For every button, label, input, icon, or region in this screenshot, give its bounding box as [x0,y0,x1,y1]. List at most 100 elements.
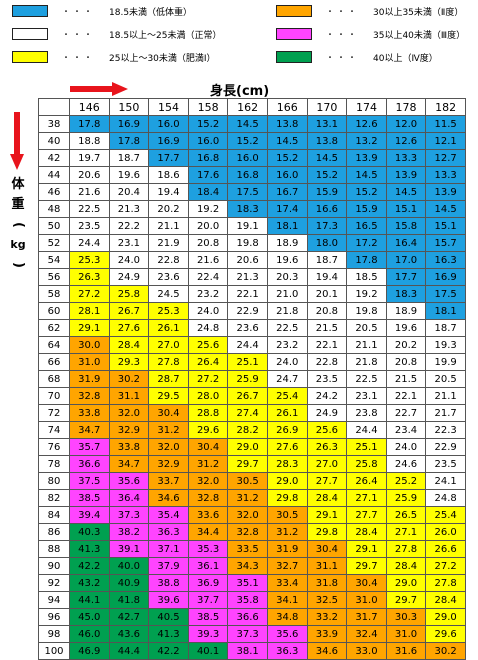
bmi-cell: 21.3 [108,200,150,218]
bmi-cell: 13.8 [266,115,308,133]
bmi-cell: 29.7 [227,455,268,473]
bmi-cell: 23.6 [227,319,268,337]
bmi-cell: 21.1 [148,217,189,235]
bmi-cell: 27.6 [108,319,150,337]
bmi-cell: 18.3 [385,285,427,303]
bmi-cell: 29.1 [69,319,110,337]
legend-dots: ・・・ [62,29,95,39]
bmi-cell: 22.1 [227,285,268,303]
bmi-cell: 30.4 [306,540,348,558]
legend-swatch [12,28,48,40]
bmi-cell: 22.4 [187,268,229,286]
bmi-cell: 26.7 [108,302,150,320]
bmi-cell: 29.6 [187,421,229,439]
bmi-cell: 21.3 [227,268,268,286]
bmi-cell: 17.5 [425,285,466,303]
bmi-cell: 22.9 [227,302,268,320]
bmi-cell: 29.1 [306,506,348,524]
bmi-cell: 30.4 [187,438,229,456]
bmi-cell: 25.6 [187,336,229,354]
bmi-cell: 14.5 [425,200,466,218]
bmi-cell: 35.8 [227,591,268,609]
bmi-cell: 12.7 [425,149,466,167]
bmi-cell: 13.9 [385,166,427,184]
bmi-cell: 31.0 [69,353,110,371]
bmi-cell: 36.6 [69,455,110,473]
bmi-cell: 41.3 [148,625,189,643]
bmi-cell: 23.2 [266,336,308,354]
bmi-cell: 22.3 [425,421,466,439]
weight-row-header: 72 [38,404,70,422]
bmi-cell: 18.7 [108,149,150,167]
bmi-cell: 37.1 [148,540,189,558]
bmi-cell: 28.4 [108,336,150,354]
bmi-cell: 19.6 [108,166,150,184]
bmi-cell: 32.0 [148,438,189,456]
bmi-cell: 26.1 [266,404,308,422]
bmi-cell: 19.2 [187,200,229,218]
bmi-cell: 35.3 [187,540,229,558]
bmi-cell: 32.8 [69,387,110,405]
bmi-cell: 16.3 [425,251,466,269]
bmi-cell: 25.4 [266,387,308,405]
bmi-cell: 20.6 [69,166,110,184]
bmi-cell: 28.4 [385,557,427,575]
bmi-cell: 38.1 [227,642,268,660]
bmi-cell: 12.0 [385,115,427,133]
bmi-cell: 24.9 [306,404,348,422]
bmi-cell: 29.8 [266,489,308,507]
bmi-cell: 20.5 [425,370,466,388]
bmi-cell: 16.0 [187,132,229,150]
bmi-cell: 20.2 [385,336,427,354]
bmi-cell: 32.0 [108,404,150,422]
bmi-cell: 41.8 [108,591,150,609]
bmi-cell: 20.1 [306,285,348,303]
bmi-cell: 38.8 [148,574,189,592]
bmi-cell: 16.9 [108,115,150,133]
bmi-cell: 43.2 [69,574,110,592]
bmi-cell: 24.4 [227,336,268,354]
legend-dots: ・・・ [326,29,359,39]
bmi-cell: 27.8 [425,574,466,592]
weight-row-header: 98 [38,625,70,643]
weight-row-header: 58 [38,285,70,303]
bmi-cell: 18.1 [266,217,308,235]
bmi-cell: 22.1 [306,336,348,354]
weight-row-header: 96 [38,608,70,626]
bmi-cell: 29.0 [227,438,268,456]
bmi-cell: 36.1 [187,557,229,575]
bmi-cell: 42.2 [69,557,110,575]
bmi-cell: 24.6 [385,455,427,473]
table-row: 90 42.2 40.0 37.9 36.1 34.3 32.7 31.1 29.7 28.4 27… [38,557,466,575]
bmi-cell: 22.5 [266,319,308,337]
bmi-cell: 39.3 [187,625,229,643]
bmi-cell: 32.0 [187,472,229,490]
bmi-cell: 15.2 [306,166,348,184]
bmi-cell: 31.9 [266,540,308,558]
bmi-cell: 25.6 [306,421,348,439]
weight-row-header: 68 [38,370,70,388]
bmi-cell: 16.9 [148,132,189,150]
bmi-table-body: 38 17.8 16.9 16.0 15.2 14.5 13.8 13.1 12.6 12.0 11… [38,115,466,660]
bmi-cell: 20.3 [266,268,308,286]
weight-title-char: kg [10,238,26,251]
bmi-cell: 29.0 [425,608,466,626]
bmi-cell: 38.5 [187,608,229,626]
bmi-cell: 23.4 [385,421,427,439]
bmi-cell: 25.9 [227,370,268,388]
bmi-cell: 31.7 [346,608,387,626]
bmi-cell: 29.0 [385,574,427,592]
bmi-cell: 14.5 [385,183,427,201]
bmi-cell: 25.8 [346,455,387,473]
bmi-cell: 18.7 [425,319,466,337]
bmi-cell: 24.8 [425,489,466,507]
bmi-cell: 28.4 [306,489,348,507]
bmi-cell: 36.6 [227,608,268,626]
table-row: 48 22.5 21.3 20.2 19.2 18.3 17.4 16.6 15.9 15.1 14… [38,200,466,218]
bmi-cell: 18.0 [306,234,348,252]
weight-row-header: 90 [38,557,70,575]
table-row: 38 17.8 16.9 16.0 15.2 14.5 13.8 13.1 12.6 12.0 11… [38,115,466,133]
bmi-cell: 23.5 [306,370,348,388]
legend-dots: ・・・ [326,6,359,16]
weight-row-header: 92 [38,574,70,592]
